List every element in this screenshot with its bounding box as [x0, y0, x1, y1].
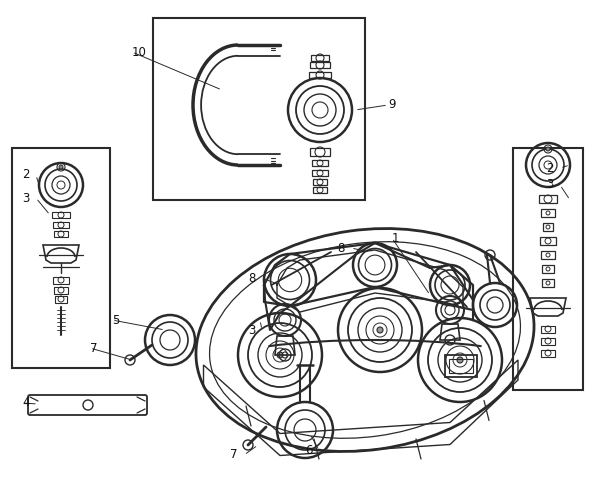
Bar	[543, 223, 553, 231]
Bar	[541, 326, 555, 333]
Bar	[312, 170, 328, 176]
Text: 7: 7	[90, 342, 97, 355]
Text: 7: 7	[230, 448, 238, 461]
Bar	[309, 72, 331, 78]
Bar	[449, 359, 473, 373]
Bar	[541, 350, 555, 357]
Bar	[53, 277, 69, 284]
Bar	[541, 338, 555, 345]
Bar	[310, 148, 330, 156]
Text: 4: 4	[22, 396, 30, 410]
Bar	[541, 251, 555, 259]
Bar	[153, 18, 365, 200]
Text: 3: 3	[248, 323, 256, 336]
Bar	[540, 237, 556, 245]
Text: 3: 3	[22, 191, 30, 204]
Bar	[445, 355, 477, 377]
Bar	[54, 287, 68, 294]
Bar	[539, 195, 557, 203]
Bar	[53, 222, 69, 228]
Bar	[542, 265, 554, 273]
Text: 5: 5	[112, 313, 119, 326]
Text: 8: 8	[337, 242, 345, 254]
Bar	[313, 179, 327, 185]
Text: 3: 3	[546, 179, 553, 191]
Bar	[52, 212, 70, 218]
Text: 8: 8	[248, 271, 256, 285]
Bar	[55, 296, 67, 303]
Text: 2: 2	[546, 162, 553, 175]
Text: 1: 1	[392, 232, 400, 245]
Bar	[310, 62, 330, 68]
Text: 10: 10	[132, 46, 147, 59]
Circle shape	[59, 165, 63, 169]
Bar	[313, 187, 327, 193]
Bar	[12, 148, 110, 368]
Text: 2: 2	[22, 169, 30, 182]
Bar	[541, 209, 555, 217]
Bar	[542, 279, 554, 287]
Bar	[54, 231, 68, 237]
Bar	[312, 160, 328, 166]
Circle shape	[546, 147, 550, 151]
Bar	[513, 148, 583, 390]
Bar	[311, 55, 329, 61]
Text: 6: 6	[305, 443, 313, 456]
Circle shape	[377, 327, 383, 333]
Circle shape	[277, 352, 283, 358]
Circle shape	[457, 357, 463, 363]
Text: 9: 9	[388, 99, 396, 112]
